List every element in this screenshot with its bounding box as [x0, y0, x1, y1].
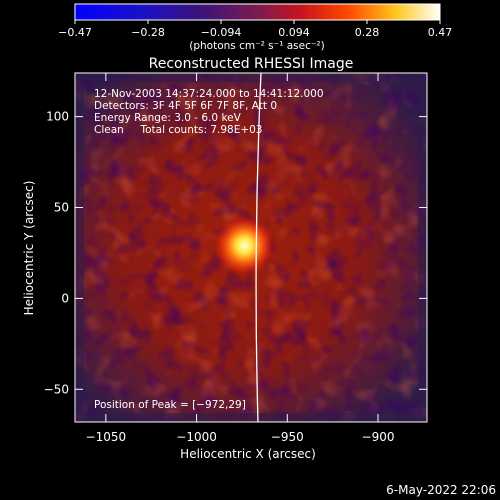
colorbar-tick-label: 0.094: [278, 26, 310, 39]
y-axis: −50 0 50 100: [44, 110, 427, 396]
annotation-energy: Energy Range: 3.0 - 6.0 keV: [94, 112, 242, 124]
y-axis-label: Heliocentric Y (arcsec): [22, 181, 36, 316]
colorbar-tick-label: −0.47: [58, 26, 92, 39]
colorbar-tick-label: −0.28: [131, 26, 165, 39]
solar-limb-line: [255, 73, 262, 422]
annotation-detectors: Detectors: 3F 4F 5F 6F 7F 8F, Att 0: [94, 100, 277, 112]
colorbar-unit-label: (photons cm⁻² s⁻¹ asec⁻²): [189, 40, 324, 52]
chart-title: Reconstructed RHESSI Image: [149, 56, 354, 72]
colorbar-tick-label: 0.28: [355, 26, 380, 39]
footer-date: 6-May-2022 22:06: [386, 483, 496, 497]
x-tick-label: −900: [362, 430, 395, 444]
y-tick-label: 0: [61, 291, 69, 305]
annotation-block: 12-Nov-2003 14:37:24.000 to 14:41:12.000…: [94, 88, 324, 136]
x-axis-label: Heliocentric X (arcsec): [180, 447, 316, 461]
x-tick-label: −1000: [176, 430, 217, 444]
x-tick-label: −950: [271, 430, 304, 444]
annotation-time: 12-Nov-2003 14:37:24.000 to 14:41:12.000: [94, 88, 324, 100]
colorbar-ticks: −0.47 −0.28 −0.094 0.094 0.28 0.47: [58, 20, 452, 39]
x-tick-label: −1050: [86, 430, 127, 444]
image-plot-area: [75, 73, 427, 422]
colorbar: [74, 3, 441, 21]
y-tick-label: 100: [46, 110, 69, 124]
y-tick-label: −50: [44, 382, 69, 396]
annotation-clean: Clean Total counts: 7.98E+03: [94, 124, 263, 136]
x-axis: −1050 −1000 −950 −900: [86, 73, 395, 444]
y-tick-label: 50: [54, 201, 69, 215]
peak-position-label: Position of Peak = [−972,29]: [94, 399, 246, 411]
emission-peak: [214, 215, 275, 276]
colorbar-tick-label: 0.47: [428, 26, 453, 39]
colorbar-tick-label: −0.094: [201, 26, 242, 39]
plot-frame: [74, 72, 428, 423]
